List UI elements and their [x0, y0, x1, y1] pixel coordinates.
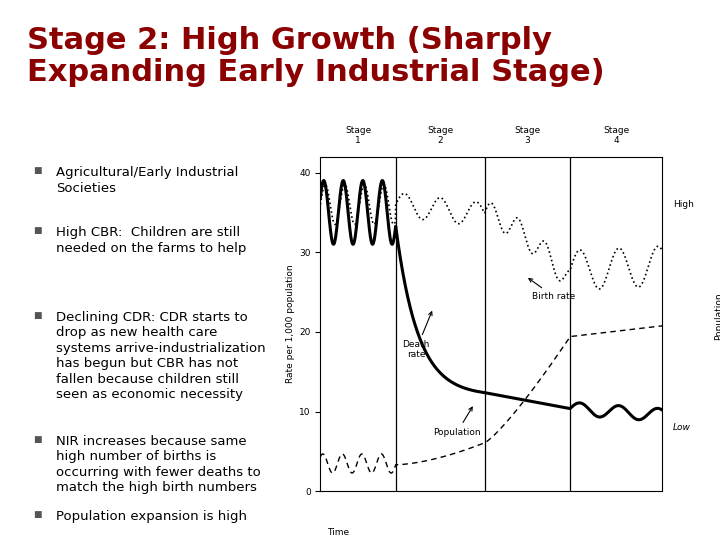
Text: ■: ■ — [33, 510, 42, 518]
Text: Population expansion is high: Population expansion is high — [56, 510, 247, 523]
Text: Low: Low — [672, 423, 690, 432]
Text: Agricultural/Early Industrial
Societies: Agricultural/Early Industrial Societies — [56, 166, 238, 195]
Text: Stage
2: Stage 2 — [427, 126, 453, 145]
Text: Stage
4: Stage 4 — [603, 126, 629, 145]
Text: ■: ■ — [33, 226, 42, 235]
Text: High: High — [672, 200, 693, 209]
Text: ■: ■ — [33, 166, 42, 176]
Text: Population: Population — [714, 292, 720, 340]
Text: ■: ■ — [33, 435, 42, 443]
Text: Stage
3: Stage 3 — [514, 126, 541, 145]
Y-axis label: Rate per 1,000 population: Rate per 1,000 population — [286, 265, 295, 383]
Text: Population: Population — [433, 407, 481, 437]
Text: Time: Time — [327, 528, 349, 537]
Text: ■: ■ — [33, 310, 42, 320]
Text: Birth rate: Birth rate — [529, 279, 576, 301]
Text: Death
rate: Death rate — [402, 312, 432, 359]
Text: Stage
1: Stage 1 — [345, 126, 371, 145]
Text: Stage 2: High Growth (Sharply
Expanding Early Industrial Stage): Stage 2: High Growth (Sharply Expanding … — [27, 25, 605, 87]
Text: Declining CDR: CDR starts to
drop as new health care
systems arrive-industrializ: Declining CDR: CDR starts to drop as new… — [56, 310, 266, 401]
Text: High CBR:  Children are still
needed on the farms to help: High CBR: Children are still needed on t… — [56, 226, 246, 255]
Text: NIR increases because same
high number of births is
occurring with fewer deaths : NIR increases because same high number o… — [56, 435, 261, 494]
